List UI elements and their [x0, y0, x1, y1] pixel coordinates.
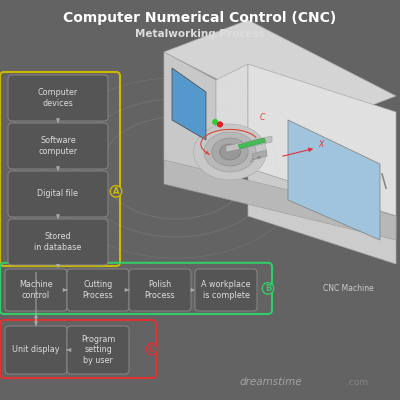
Text: Polish
Process: Polish Process [145, 280, 175, 300]
Text: Computer Numerical Control (CNC): Computer Numerical Control (CNC) [63, 11, 337, 25]
Text: A workplace
is complete: A workplace is complete [201, 280, 251, 300]
FancyBboxPatch shape [5, 326, 67, 374]
FancyBboxPatch shape [195, 269, 257, 311]
Polygon shape [164, 20, 396, 128]
FancyBboxPatch shape [67, 269, 129, 311]
Circle shape [213, 120, 218, 124]
Text: Digital file: Digital file [38, 190, 78, 198]
FancyBboxPatch shape [8, 75, 108, 121]
Text: Unit display: Unit display [12, 346, 60, 354]
Ellipse shape [212, 138, 248, 166]
FancyBboxPatch shape [8, 219, 108, 265]
FancyBboxPatch shape [67, 326, 129, 374]
Text: Machine
control: Machine control [19, 280, 53, 300]
Text: C: C [260, 113, 265, 122]
Ellipse shape [220, 144, 240, 160]
Polygon shape [288, 120, 380, 240]
Polygon shape [226, 136, 272, 152]
Polygon shape [172, 68, 206, 140]
Polygon shape [164, 52, 216, 184]
Text: B: B [265, 284, 271, 293]
Text: Metalworking Process: Metalworking Process [135, 29, 265, 39]
Text: CNC Machine: CNC Machine [323, 284, 373, 293]
Text: A: A [113, 187, 119, 196]
Ellipse shape [204, 132, 256, 172]
Text: Program
setting
by user: Program setting by user [81, 335, 115, 365]
Polygon shape [252, 150, 267, 160]
FancyBboxPatch shape [129, 269, 191, 311]
Text: C: C [149, 344, 155, 354]
Text: dreamstime: dreamstime [240, 377, 303, 387]
Text: Stored
in database: Stored in database [34, 232, 82, 252]
FancyBboxPatch shape [8, 171, 108, 217]
Polygon shape [238, 138, 266, 149]
Text: X: X [318, 140, 323, 149]
FancyBboxPatch shape [8, 123, 108, 169]
Polygon shape [248, 168, 396, 264]
Polygon shape [164, 160, 396, 240]
Text: Cutting
Process: Cutting Process [83, 280, 113, 300]
Text: Computer
devices: Computer devices [38, 88, 78, 108]
Polygon shape [248, 64, 396, 216]
Ellipse shape [194, 124, 266, 180]
FancyBboxPatch shape [5, 269, 67, 311]
Text: .com: .com [346, 378, 368, 387]
Text: Software
computer: Software computer [38, 136, 78, 156]
Circle shape [218, 122, 222, 127]
Text: Z: Z [249, 158, 253, 163]
Polygon shape [216, 64, 248, 184]
